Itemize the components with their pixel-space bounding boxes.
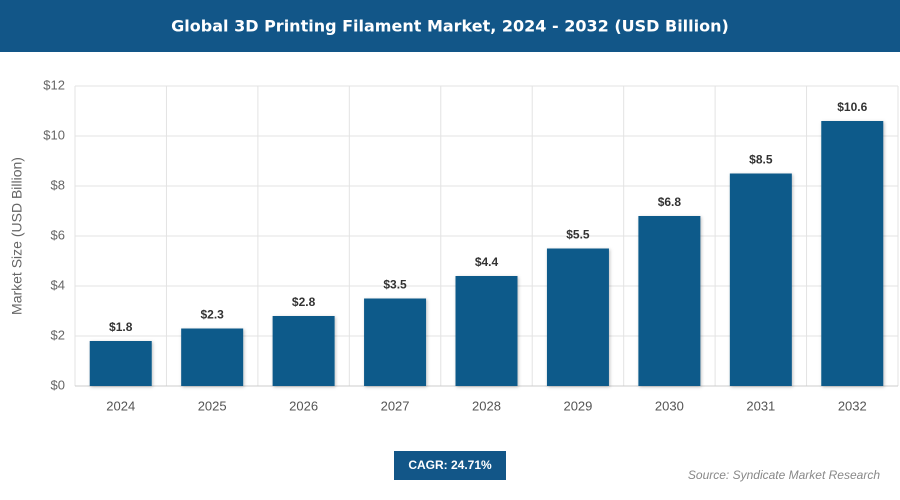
x-tick-label: 2031: [746, 398, 775, 413]
x-tick-label: 2026: [289, 398, 318, 413]
y-tick-label: $10: [43, 127, 65, 142]
value-label: $5.5: [566, 228, 590, 242]
bar: [729, 173, 792, 386]
chart-title: Global 3D Printing Filament Market, 2024…: [171, 17, 729, 36]
y-tick-label: $0: [51, 377, 65, 392]
x-tick-label: 2025: [198, 398, 227, 413]
x-tick-label: 2032: [838, 398, 867, 413]
bar: [272, 316, 335, 386]
value-label: $10.6: [837, 100, 867, 114]
value-label: $2.3: [200, 308, 224, 322]
cagr-box: [394, 451, 506, 480]
value-label: $8.5: [749, 153, 773, 167]
y-tick-label: $6: [51, 227, 65, 242]
bar: [89, 341, 152, 386]
cagr-label: CAGR: 24.71%: [408, 458, 492, 472]
y-tick-label: $2: [51, 327, 65, 342]
header-bar: [0, 0, 900, 52]
value-label: $6.8: [658, 195, 682, 209]
y-axis-label: Market Size (USD Billion): [9, 157, 25, 315]
x-tick-label: 2024: [106, 398, 135, 413]
value-label: $3.5: [383, 278, 407, 292]
value-label: $2.8: [292, 295, 316, 309]
x-tick-label: 2030: [655, 398, 684, 413]
source-note: Source: Syndicate Market Research: [688, 468, 880, 482]
bar: [638, 216, 701, 386]
bar: [181, 328, 244, 386]
bar: [546, 248, 609, 386]
x-tick-label: 2029: [563, 398, 592, 413]
y-tick-label: $4: [51, 277, 65, 292]
bar: [364, 298, 427, 386]
value-label: $1.8: [109, 320, 133, 334]
bar: [821, 121, 884, 386]
value-label: $4.4: [475, 255, 499, 269]
x-tick-label: 2027: [381, 398, 410, 413]
y-tick-label: $8: [51, 177, 65, 192]
bar: [455, 276, 518, 386]
y-tick-label: $12: [43, 77, 65, 92]
x-tick-label: 2028: [472, 398, 501, 413]
